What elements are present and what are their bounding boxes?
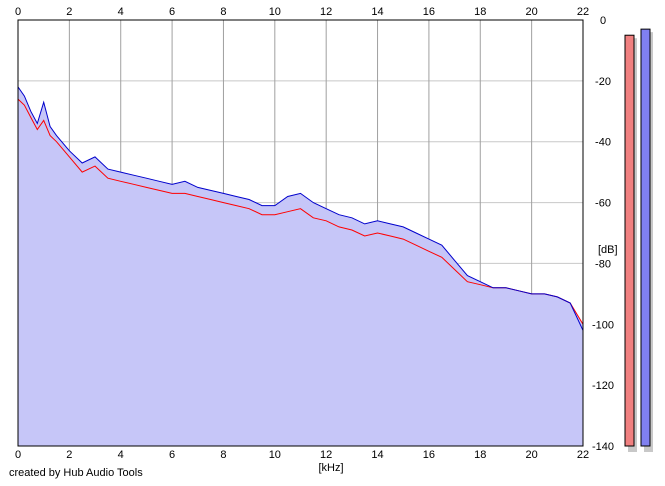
spectrum-fill <box>18 86 583 447</box>
x-tick-label-bottom: 10 <box>269 449 281 461</box>
y-tick-label: -100 <box>592 319 614 331</box>
x-tick-label-bottom: 12 <box>320 449 332 461</box>
bottom-x-tick-labels: 0 2 4 6 8 10 12 14 16 18 20 22 <box>15 449 589 461</box>
x-tick-label-top: 14 <box>371 6 383 18</box>
spectrum-line-blue <box>17 86 584 331</box>
x-tick-label-bottom: 2 <box>66 449 72 461</box>
x-tick-label-bottom: 16 <box>423 449 435 461</box>
x-tick-label-bottom: 4 <box>118 449 124 461</box>
x-tick-label-top: 8 <box>220 6 226 18</box>
right-y-tick-labels: 0 -20 -40 -60 -80 -100 -120 -140 <box>592 15 614 453</box>
x-axis-label: [kHz] <box>318 462 343 474</box>
spectrum-lines <box>17 86 584 331</box>
x-tick-label-bottom: 8 <box>220 449 226 461</box>
x-tick-label-top: 6 <box>169 6 175 18</box>
x-tick-label-top: 18 <box>474 6 486 18</box>
x-tick-label-top: 12 <box>320 6 332 18</box>
spectrum-line-red <box>17 98 584 325</box>
top-x-tick-labels: 0 2 4 6 8 10 12 14 16 18 20 22 <box>15 6 589 18</box>
x-tick-label-top: 22 <box>577 6 589 18</box>
x-tick-label-top: 16 <box>423 6 435 18</box>
credit-text: created by Hub Audio Tools <box>9 467 143 479</box>
y-tick-label: -20 <box>595 76 611 88</box>
y-axis-label: [dB] <box>598 244 618 256</box>
x-tick-label-bottom: 18 <box>474 449 486 461</box>
x-tick-label-top: 0 <box>15 6 21 18</box>
x-tick-label-top: 2 <box>66 6 72 18</box>
level-meters <box>624 28 653 452</box>
y-tick-label: -60 <box>595 198 611 210</box>
level-meter-right <box>640 28 651 447</box>
x-tick-label-top: 4 <box>118 6 124 18</box>
x-tick-label-bottom: 0 <box>15 449 21 461</box>
x-tick-label-bottom: 6 <box>169 449 175 461</box>
x-tick-label-top: 10 <box>269 6 281 18</box>
plot-border <box>17 19 584 447</box>
x-tick-label-bottom: 20 <box>526 449 538 461</box>
x-tick-label-top: 20 <box>526 6 538 18</box>
y-tick-label: -120 <box>592 380 614 392</box>
x-tick-label-bottom: 22 <box>577 449 589 461</box>
level-meter-left <box>624 34 635 447</box>
spectrum-area-fill <box>18 86 583 447</box>
y-tick-label: -80 <box>595 258 611 270</box>
y-tick-label: 0 <box>600 15 606 27</box>
y-tick-label: -40 <box>595 137 611 149</box>
y-tick-label: -140 <box>592 441 614 453</box>
x-tick-label-bottom: 14 <box>371 449 383 461</box>
